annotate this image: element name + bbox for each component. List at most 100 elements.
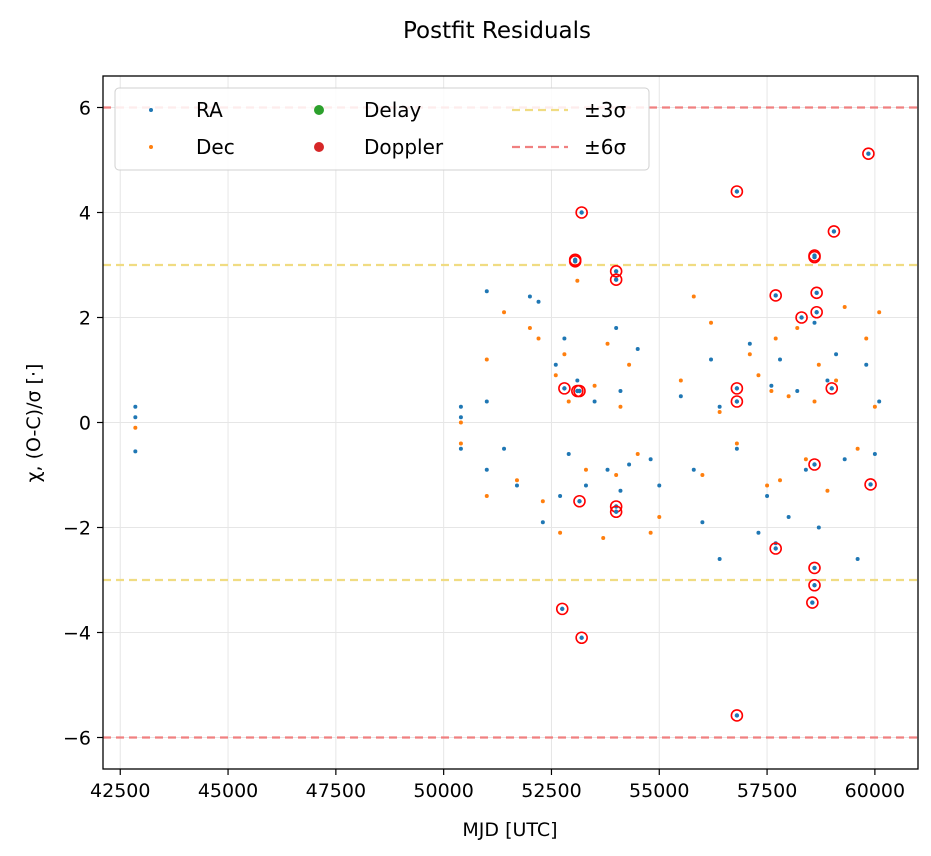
dec-point bbox=[601, 536, 606, 540]
doppler-inner-point bbox=[734, 713, 740, 718]
legend-label: ±3σ bbox=[584, 98, 626, 122]
ra-point bbox=[734, 446, 739, 451]
ra-point bbox=[484, 289, 489, 294]
ra-point bbox=[717, 557, 722, 561]
doppler-marker bbox=[555, 602, 569, 616]
y-tick-label: 6 bbox=[79, 98, 91, 120]
data-points bbox=[133, 278, 882, 561]
dec-point bbox=[834, 378, 839, 383]
dec-point bbox=[756, 373, 761, 378]
ra-point bbox=[825, 378, 830, 383]
dec-point bbox=[605, 341, 610, 346]
legend-marker bbox=[314, 142, 324, 152]
doppler-inner-point bbox=[814, 290, 819, 296]
doppler-marker bbox=[769, 542, 782, 555]
dec-point bbox=[458, 420, 463, 425]
dec-point bbox=[734, 441, 739, 446]
doppler-inner-point bbox=[613, 277, 619, 282]
y-tick-label: −2 bbox=[63, 518, 91, 540]
ra-point bbox=[502, 446, 507, 451]
ra-point bbox=[864, 362, 869, 367]
dec-point bbox=[540, 499, 545, 504]
x-tick-label: 47500 bbox=[306, 780, 366, 802]
ra-point bbox=[540, 520, 545, 525]
ra-point bbox=[786, 515, 791, 519]
doppler-inner-point bbox=[579, 210, 584, 215]
ra-point bbox=[635, 347, 640, 351]
doppler-marker bbox=[558, 382, 571, 395]
ra-point bbox=[803, 467, 808, 472]
dec-point bbox=[765, 483, 770, 488]
dec-point bbox=[872, 404, 877, 409]
dec-point bbox=[812, 399, 817, 404]
doppler-marker bbox=[730, 709, 744, 722]
doppler-marker bbox=[810, 286, 823, 300]
doppler-marker bbox=[730, 185, 744, 198]
dec-point bbox=[553, 373, 558, 378]
ra-point bbox=[514, 483, 519, 488]
doppler-marker bbox=[806, 596, 819, 609]
doppler-marker bbox=[575, 206, 588, 219]
x-tick-label: 50000 bbox=[413, 780, 473, 802]
x-tick-label: 57500 bbox=[737, 780, 797, 802]
ra-point bbox=[614, 326, 619, 330]
doppler-marker bbox=[864, 478, 877, 491]
ra-point bbox=[877, 399, 882, 404]
dec-point bbox=[635, 452, 640, 456]
dec-point bbox=[825, 488, 830, 493]
ra-point bbox=[562, 336, 567, 341]
x-tick-label: 42500 bbox=[90, 780, 150, 802]
ra-point bbox=[769, 383, 774, 388]
dec-point bbox=[773, 336, 778, 341]
dec-point bbox=[614, 473, 619, 477]
dec-point bbox=[562, 352, 567, 357]
doppler-marker bbox=[808, 578, 821, 592]
doppler-inner-point bbox=[773, 546, 778, 551]
doppler-marker bbox=[575, 631, 588, 645]
doppler-inner-point bbox=[812, 583, 817, 588]
dec-point bbox=[769, 389, 774, 393]
dec-point bbox=[816, 362, 821, 367]
ra-point bbox=[558, 494, 563, 498]
doppler-inner-point bbox=[799, 315, 804, 320]
doppler-inner-point bbox=[560, 606, 565, 612]
x-tick-label: 55000 bbox=[629, 780, 689, 802]
dec-point bbox=[648, 530, 653, 535]
doppler-marker bbox=[808, 561, 821, 575]
doppler-inner-point bbox=[812, 462, 817, 467]
doppler-inner-point bbox=[572, 259, 578, 264]
doppler-inner-point bbox=[579, 635, 584, 640]
doppler-marker bbox=[769, 289, 782, 302]
dec-point bbox=[514, 478, 519, 483]
doppler-marker bbox=[827, 225, 841, 238]
x-axis-label: MJD [UTC] bbox=[462, 819, 557, 841]
doppler-inner-point bbox=[734, 386, 740, 391]
doppler-inner-point bbox=[734, 399, 740, 404]
dec-point bbox=[618, 404, 623, 409]
dec-point bbox=[484, 494, 489, 498]
ra-point bbox=[536, 299, 541, 304]
ra-point bbox=[458, 404, 463, 409]
doppler-inner-point bbox=[810, 600, 815, 605]
doppler-marker bbox=[825, 382, 839, 395]
legend-box bbox=[114, 87, 650, 171]
ra-point bbox=[691, 467, 696, 472]
ra-point bbox=[575, 378, 580, 383]
y-tick-label: −6 bbox=[63, 728, 91, 750]
doppler-inner-point bbox=[812, 565, 817, 571]
doppler-inner-point bbox=[829, 386, 834, 391]
dec-point bbox=[133, 425, 138, 430]
y-tick-label: 2 bbox=[79, 308, 91, 330]
legend-label: RA bbox=[196, 98, 223, 122]
legend-label: Delay bbox=[364, 98, 422, 122]
dec-point bbox=[709, 320, 714, 325]
ra-point bbox=[133, 449, 138, 454]
legend-marker bbox=[149, 145, 153, 149]
legend-label: Doppler bbox=[364, 135, 444, 159]
ra-point bbox=[618, 389, 623, 393]
y-axis-label: χ, (O-C)/σ [·] bbox=[23, 364, 45, 483]
dec-point bbox=[700, 473, 705, 477]
y-tick-label: 4 bbox=[79, 203, 91, 225]
ra-point bbox=[717, 404, 722, 409]
